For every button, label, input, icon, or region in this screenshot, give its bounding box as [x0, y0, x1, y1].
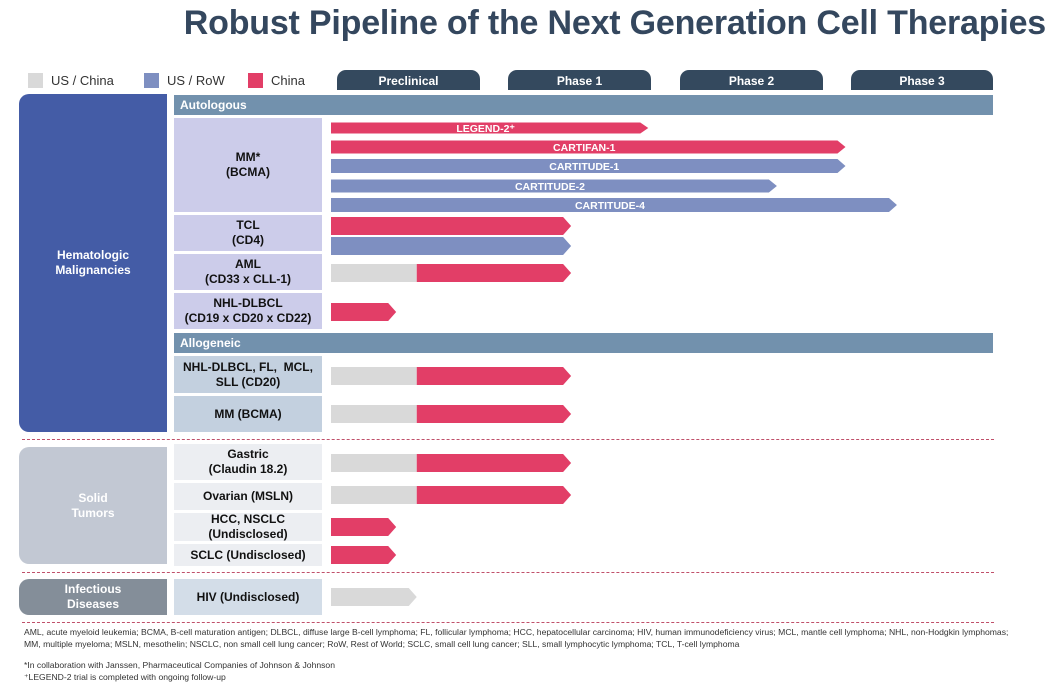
subgroup-header-autologous: Autologous — [174, 95, 993, 115]
indication-cell: HCC, NSCLC (Undisclosed) — [174, 512, 322, 541]
pipeline-bar — [331, 122, 649, 134]
pipeline-bar — [331, 546, 397, 564]
pipeline-bar — [331, 367, 417, 385]
legend-label-china: China — [271, 73, 305, 88]
phase-header-phase-3: Phase 3 — [851, 70, 993, 90]
pipeline-bar — [331, 405, 417, 423]
page-title: Robust Pipeline of the Next Generation C… — [183, 4, 1046, 42]
bar-label: LEGEND-2⁺ — [456, 123, 515, 135]
pipeline-bar — [331, 217, 572, 235]
pipeline-bar — [416, 405, 572, 423]
section-divider — [22, 622, 994, 623]
section-divider — [22, 572, 994, 573]
legend-label-us-row: US / RoW — [167, 73, 225, 88]
pipeline-bar — [416, 367, 572, 385]
indication-cell: NHL-DLBCL, FL, MCL, SLL (CD20) — [174, 356, 322, 393]
pipeline-bar — [416, 264, 572, 282]
pipeline-bar — [331, 264, 417, 282]
bar-label: CARTITUDE-4 — [575, 200, 645, 212]
abbreviations-footnote: AML, acute myeloid leukemia; BCMA, B-cel… — [24, 627, 1009, 649]
phase-header-phase-1: Phase 1 — [508, 70, 651, 90]
indication-cell: HIV (Undisclosed) — [174, 579, 322, 615]
pipeline-bar — [331, 179, 777, 193]
indication-cell: TCL (CD4) — [174, 215, 322, 251]
pipeline-bar — [331, 588, 417, 606]
indication-cell: MM* (BCMA) — [174, 118, 322, 212]
bar-label: CARTIFAN-1 — [553, 142, 616, 154]
footnote-legend-2: ⁺LEGEND-2 trial is completed with ongoin… — [24, 672, 226, 682]
legend-swatch-us-row — [144, 73, 159, 88]
pipeline-bar — [331, 237, 572, 255]
indication-cell: SCLC (Undisclosed) — [174, 544, 322, 566]
pipeline-bar — [331, 140, 846, 154]
legend-swatch-china — [248, 73, 263, 88]
pipeline-bar — [331, 486, 417, 504]
pipeline-bar — [331, 454, 417, 472]
bar-label: CARTITUDE-1 — [549, 161, 619, 173]
footnote-janssen: *In collaboration with Janssen, Pharmace… — [24, 660, 335, 670]
bar-label: CARTITUDE-2 — [515, 181, 585, 193]
pipeline-bar — [331, 518, 397, 536]
pipeline-bar — [416, 486, 572, 504]
pipeline-bar — [331, 159, 846, 173]
phase-header-preclinical: Preclinical — [337, 70, 480, 90]
pipeline-bar — [331, 303, 397, 321]
legend-label-us-china: US / China — [51, 73, 114, 88]
category-hematologic-malignancies: Hematologic Malignancies — [19, 94, 167, 432]
subgroup-header-allogeneic: Allogeneic — [174, 333, 993, 353]
indication-cell: Gastric (Claudin 18.2) — [174, 444, 322, 480]
category-infectious-diseases: Infectious Diseases — [19, 579, 167, 615]
phase-header-phase-2: Phase 2 — [680, 70, 823, 90]
indication-cell: AML (CD33 x CLL-1) — [174, 254, 322, 290]
indication-cell: Ovarian (MSLN) — [174, 483, 322, 510]
indication-cell: MM (BCMA) — [174, 396, 322, 432]
pipeline-bar — [331, 198, 897, 212]
indication-cell: NHL-DLBCL (CD19 x CD20 x CD22) — [174, 293, 322, 329]
category-solid-tumors: Solid Tumors — [19, 447, 167, 564]
legend-swatch-us-china — [28, 73, 43, 88]
pipeline-bar — [416, 454, 572, 472]
section-divider — [22, 439, 994, 440]
